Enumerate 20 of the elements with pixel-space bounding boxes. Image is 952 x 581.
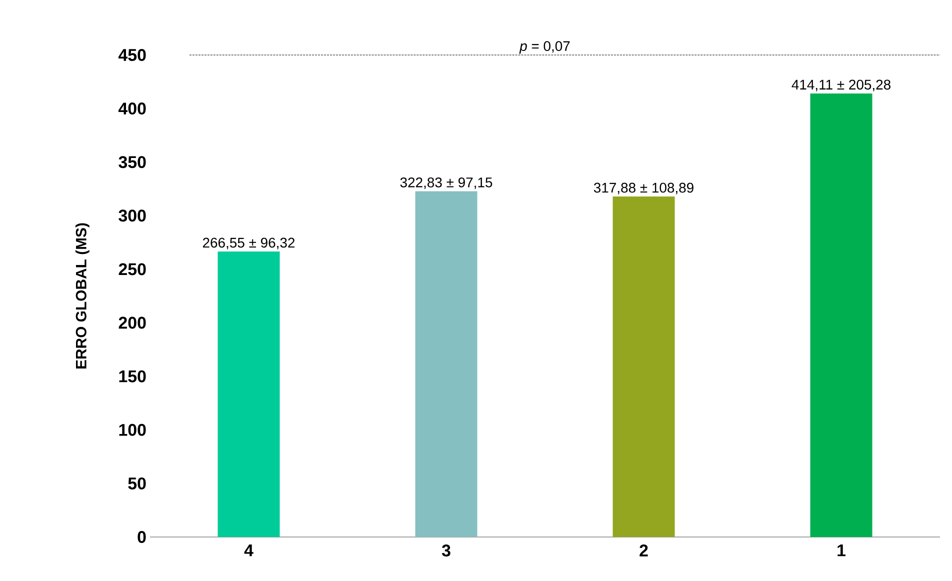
y-tick-label: 350: [118, 156, 146, 168]
data-label: 414,11 ± 205,28: [792, 80, 890, 92]
y-tick-label: 150: [119, 370, 146, 382]
y-tick-label: 0: [138, 531, 146, 543]
x-tick-label: 4: [244, 544, 254, 556]
y-axis-title: ERRO GLOBAL (MS): [75, 223, 90, 368]
data-label: 266,55 ± 96,32: [202, 238, 295, 250]
x-tick-label: 2: [640, 544, 648, 556]
x-tick-label: 1: [838, 544, 846, 556]
y-tick-label: 50: [128, 477, 146, 490]
y-tick-label: 400: [118, 102, 146, 115]
y-tick-label: 100: [119, 424, 146, 436]
x-tick-label: 3: [442, 544, 450, 557]
y-tick-label: 300: [118, 210, 146, 222]
data-label: 322,83 ± 97,15: [400, 177, 492, 190]
text: p = 0,07: [519, 41, 570, 54]
y-tick-label: 450: [118, 49, 146, 61]
y-tick-label: 250: [118, 263, 146, 276]
y-tick-label: 200: [118, 316, 146, 329]
data-label: 317,88 ± 108,89: [594, 182, 694, 194]
